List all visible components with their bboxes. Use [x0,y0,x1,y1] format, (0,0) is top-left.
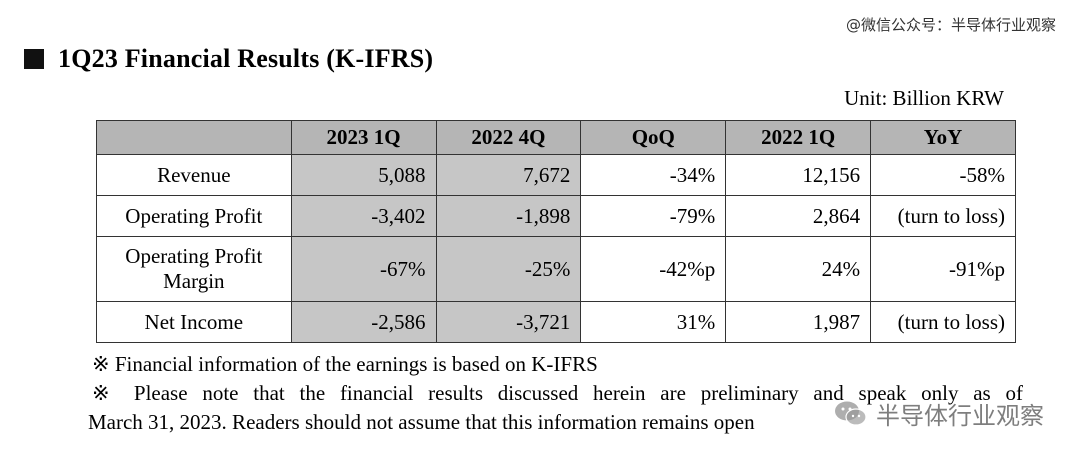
table-cell: 2,864 [725,195,872,237]
table-cell: (turn to loss) [870,195,1016,237]
table-cell: -25% [435,236,582,302]
unit-label: Unit: Billion KRW [844,86,1004,110]
page-title: 1Q23 Financial Results (K-IFRS) [58,44,434,73]
watermark-top: @微信公众号：半导体行业观察 [845,16,1056,34]
row-label: Net Income [96,301,292,343]
footnotes: ※ Financial information of the earnings … [88,350,1023,437]
table-cell: -3,402 [290,195,437,237]
row-label: Operating Profit Margin [96,236,292,302]
table-cell: 1,987 [725,301,872,343]
table-cell: -34% [580,154,727,196]
title-row: 1Q23 Financial Results (K-IFRS) [24,44,433,74]
table-row-operating-profit-margin: Operating Profit Margin -67% -25% -42%p … [96,236,1016,302]
table-cell: 12,156 [725,154,872,196]
header-cell-empty [96,120,292,155]
table-cell: -58% [870,154,1016,196]
footnote-preliminary-cont: March 31, 2023. Readers should not assum… [88,410,755,434]
financial-results-table: 2023 1Q 2022 4Q QoQ 2022 1Q YoY Revenue … [96,120,1016,343]
watermark-bottom-text: 半导体行业观察 [876,402,1044,430]
header-yoy: YoY [870,120,1016,155]
table-cell: -2,586 [290,301,437,343]
table-cell: 31% [580,301,727,343]
wechat-icon [835,401,867,426]
table-cell: -3,721 [435,301,582,343]
table-row-net-income: Net Income -2,586 -3,721 31% 1,987 (turn… [96,301,1016,343]
table-cell: 24% [725,236,872,302]
row-label-line1: Operating Profit [125,244,263,268]
footnote-ifrs: ※ Financial information of the earnings … [92,352,598,376]
square-bullet-icon [24,49,44,69]
table-row-operating-profit: Operating Profit -3,402 -1,898 -79% 2,86… [96,195,1016,237]
header-qoq: QoQ [580,120,727,155]
header-2022-1q: 2022 1Q [725,120,872,155]
row-label: Revenue [96,154,292,196]
footnote-preliminary: ※ Please note that the financial results… [92,381,1023,405]
table-row-revenue: Revenue 5,088 7,672 -34% 12,156 -58% [96,154,1016,196]
table-cell: -91%p [870,236,1016,302]
watermark-bottom: 半导体行业观察 [834,396,1044,431]
table-header-row: 2023 1Q 2022 4Q QoQ 2022 1Q YoY [96,120,1016,155]
table-cell: 7,672 [435,154,582,196]
table-cell: -79% [580,195,727,237]
row-label-line2: Margin [163,269,225,293]
row-label: Operating Profit [96,195,292,237]
table-cell: -1,898 [435,195,582,237]
table-cell: 5,088 [290,154,437,196]
header-2023-1q: 2023 1Q [290,120,437,155]
table-cell: -42%p [580,236,727,302]
header-2022-4q: 2022 4Q [435,120,582,155]
table-cell: (turn to loss) [870,301,1016,343]
table-cell: -67% [290,236,437,302]
